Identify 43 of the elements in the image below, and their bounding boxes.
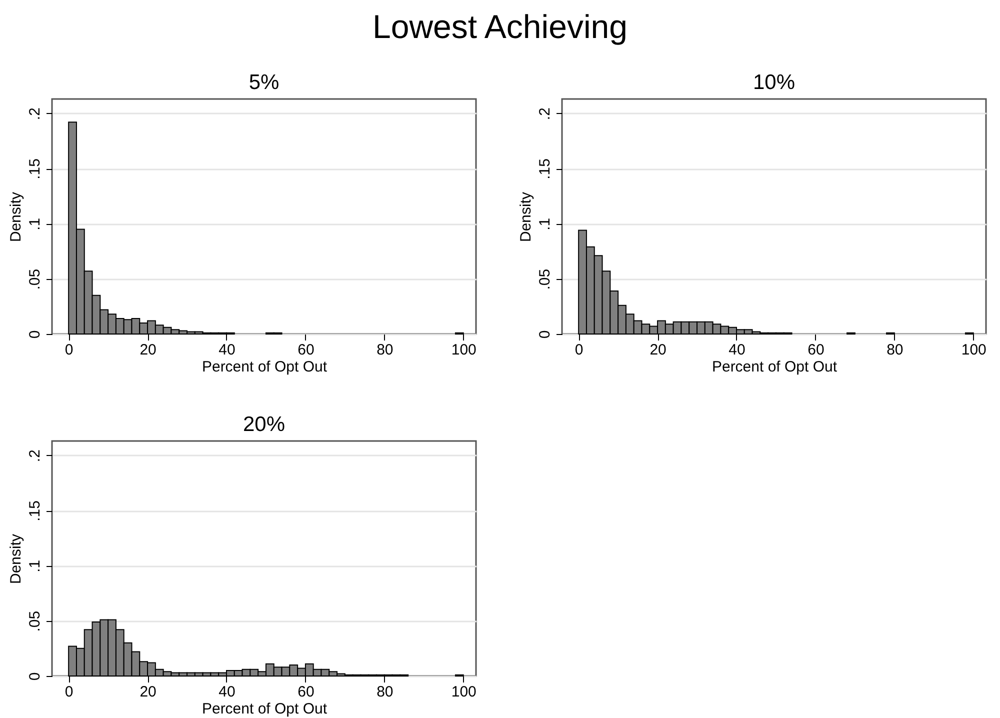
x-tick-label: 40 (218, 684, 236, 700)
y-tick-label: .2 (26, 450, 44, 462)
x-tick-label: 100 (961, 342, 986, 358)
x-tick-label: 80 (376, 684, 394, 700)
x-tick-label: 40 (728, 342, 746, 358)
text: Lowest Achieving (372, 8, 628, 46)
y-axis-title: Density (8, 534, 24, 584)
y-tick-label: 0 (26, 672, 44, 681)
x-tick-label: 0 (574, 342, 584, 358)
y-tick-label: .15 (536, 158, 554, 180)
chart-title: 10% (752, 71, 796, 94)
y-tick-label: .15 (26, 500, 44, 522)
chart-title: 20% (242, 413, 286, 436)
chart-title: 5% (248, 71, 280, 94)
x-tick-label: 60 (298, 684, 314, 700)
y-tick-label: .15 (26, 158, 44, 180)
x-axis-title: Percent of Opt Out (712, 358, 838, 376)
x-tick-label: 80 (376, 342, 394, 358)
x-tick-label: 60 (808, 342, 824, 358)
y-axis-title: Density (8, 192, 24, 242)
x-tick-label: 100 (451, 342, 476, 358)
x-tick-label: 80 (886, 342, 904, 358)
x-tick-label: 20 (140, 684, 156, 700)
x-tick-label: 0 (64, 342, 74, 358)
x-tick-label: 20 (140, 342, 156, 358)
x-axis-title: Percent of Opt Out (202, 700, 328, 718)
y-axis-title: Density (518, 192, 534, 242)
x-tick-label: 0 (64, 684, 74, 700)
y-tick-label: .1 (536, 218, 554, 230)
y-tick-label: 0 (536, 330, 554, 339)
x-tick-label: 60 (298, 342, 314, 358)
x-tick-label: 40 (218, 342, 236, 358)
x-tick-label: 20 (650, 342, 666, 358)
y-tick-label: .2 (26, 108, 44, 120)
y-tick-label: .1 (26, 560, 44, 572)
y-tick-label: .1 (26, 218, 44, 230)
x-axis-title: Percent of Opt Out (202, 358, 328, 376)
y-tick-label: .05 (26, 268, 44, 290)
y-tick-label: .2 (536, 108, 554, 120)
x-tick-label: 100 (451, 684, 476, 700)
y-tick-label: .05 (536, 268, 554, 290)
y-tick-label: 0 (26, 330, 44, 339)
y-tick-label: .05 (26, 610, 44, 632)
